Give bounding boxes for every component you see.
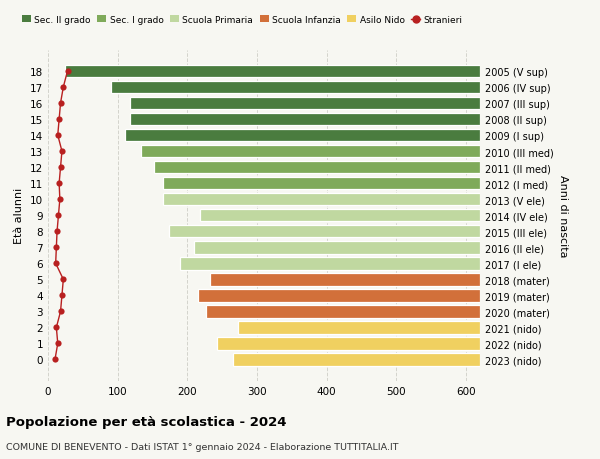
Point bbox=[52, 324, 61, 331]
Bar bbox=[206, 306, 480, 318]
Bar bbox=[169, 225, 480, 238]
Text: COMUNE DI BENEVENTO - Dati ISTAT 1° gennaio 2024 - Elaborazione TUTTITALIA.IT: COMUNE DI BENEVENTO - Dati ISTAT 1° genn… bbox=[6, 442, 398, 451]
Y-axis label: Anni di nascita: Anni di nascita bbox=[557, 174, 568, 257]
Point bbox=[56, 164, 65, 171]
Point bbox=[59, 276, 68, 283]
Y-axis label: Età alunni: Età alunni bbox=[14, 188, 25, 244]
Point bbox=[56, 100, 65, 107]
Legend: Sec. II grado, Sec. I grado, Scuola Primaria, Scuola Infanzia, Asilo Nido, Stran: Sec. II grado, Sec. I grado, Scuola Prim… bbox=[18, 12, 466, 28]
Bar bbox=[238, 321, 480, 334]
Bar bbox=[200, 209, 480, 222]
Bar bbox=[130, 113, 480, 126]
Point bbox=[55, 196, 65, 203]
Bar bbox=[140, 146, 480, 158]
Bar bbox=[198, 290, 480, 302]
Bar bbox=[163, 178, 480, 190]
Point bbox=[56, 308, 65, 315]
Bar bbox=[154, 162, 480, 174]
Point bbox=[50, 356, 60, 364]
Bar bbox=[111, 82, 480, 94]
Bar bbox=[181, 257, 480, 270]
Bar bbox=[163, 194, 480, 206]
Point bbox=[53, 212, 63, 219]
Bar bbox=[209, 274, 480, 286]
Point bbox=[53, 132, 62, 140]
Point bbox=[59, 84, 68, 91]
Bar bbox=[217, 337, 480, 350]
Point bbox=[55, 180, 64, 187]
Point bbox=[63, 68, 73, 75]
Point bbox=[53, 340, 62, 347]
Bar bbox=[194, 241, 480, 254]
Text: Popolazione per età scolastica - 2024: Popolazione per età scolastica - 2024 bbox=[6, 415, 287, 428]
Bar bbox=[125, 129, 480, 142]
Bar bbox=[65, 66, 480, 78]
Point bbox=[52, 244, 61, 252]
Point bbox=[52, 228, 62, 235]
Bar bbox=[233, 353, 480, 366]
Point bbox=[51, 260, 61, 268]
Point bbox=[55, 116, 64, 123]
Point bbox=[57, 148, 67, 156]
Bar bbox=[130, 97, 480, 110]
Point bbox=[57, 292, 67, 299]
